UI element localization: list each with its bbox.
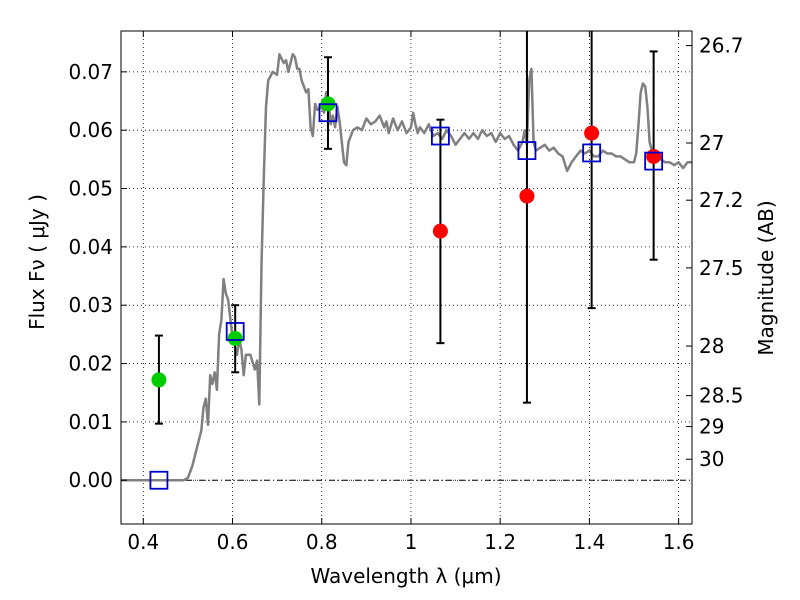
y-tick-label: 0.06 bbox=[68, 118, 113, 142]
x-tick-label: 1.6 bbox=[663, 530, 695, 554]
red-data-point bbox=[646, 148, 662, 164]
model-square-point bbox=[644, 151, 664, 171]
x-tick-label: 0.4 bbox=[127, 530, 159, 554]
y-tick-label: 0.01 bbox=[68, 410, 113, 434]
green-data-point bbox=[151, 372, 167, 388]
model-square-point bbox=[225, 322, 245, 341]
y-tick-label: 0.04 bbox=[68, 235, 113, 259]
red-data-point bbox=[584, 125, 600, 141]
spectrum-line bbox=[121, 53, 692, 482]
model-square-point bbox=[517, 141, 537, 161]
y-tick-label: 0.00 bbox=[68, 468, 113, 492]
x-axis-ticks: 0.4 0.6 0.8 1 1.2 1.4 1.6 bbox=[127, 31, 695, 554]
y-tick-label: 0.02 bbox=[68, 352, 113, 376]
model-square-point bbox=[149, 470, 169, 490]
y-tick-label: 0.05 bbox=[68, 177, 113, 201]
photometry-points bbox=[151, 96, 662, 388]
x-tick-label: 0.8 bbox=[306, 530, 338, 554]
x-tick-label: 1 bbox=[405, 530, 418, 554]
right-tick-label: 27.5 bbox=[699, 256, 744, 280]
right-tick-label: 26.7 bbox=[699, 34, 744, 58]
green-data-point bbox=[227, 330, 243, 346]
right-tick-label: 28.5 bbox=[699, 384, 744, 408]
error-bars bbox=[154, 31, 658, 425]
plot-frame bbox=[120, 30, 693, 525]
y-tick-label: 0.07 bbox=[68, 60, 113, 84]
red-data-point bbox=[432, 223, 448, 239]
x-tick-label: 1.4 bbox=[573, 530, 605, 554]
y-axis-ticks: 0.00 0.01 0.02 0.03 0.04 0.05 0.06 0.07 bbox=[68, 60, 127, 492]
x-tick-label: 0.6 bbox=[217, 530, 249, 554]
right-tick-label: 27.2 bbox=[699, 188, 744, 212]
right-tick-label: 27 bbox=[699, 131, 724, 155]
y-axis-label: Flux Fν ( μJy ) bbox=[25, 194, 49, 330]
right-axis-ticks: 26.7 27 27.2 27.5 28 28.5 29 30 bbox=[686, 34, 744, 471]
x-tick-label: 1.2 bbox=[484, 530, 516, 554]
plot-background bbox=[121, 31, 692, 524]
right-tick-label: 30 bbox=[699, 447, 724, 471]
x-axis-label: Wavelength λ (μm) bbox=[310, 564, 501, 588]
y-tick-label: 0.03 bbox=[68, 293, 113, 317]
model-square-point bbox=[431, 126, 450, 146]
red-data-point bbox=[519, 188, 535, 204]
model-square-point bbox=[582, 143, 602, 163]
right-axis-label: Magnitude (AB) bbox=[754, 200, 778, 355]
right-tick-label: 28 bbox=[699, 334, 724, 358]
model-square-point bbox=[318, 103, 338, 123]
right-tick-label: 29 bbox=[699, 415, 724, 439]
model-squares bbox=[149, 103, 664, 490]
